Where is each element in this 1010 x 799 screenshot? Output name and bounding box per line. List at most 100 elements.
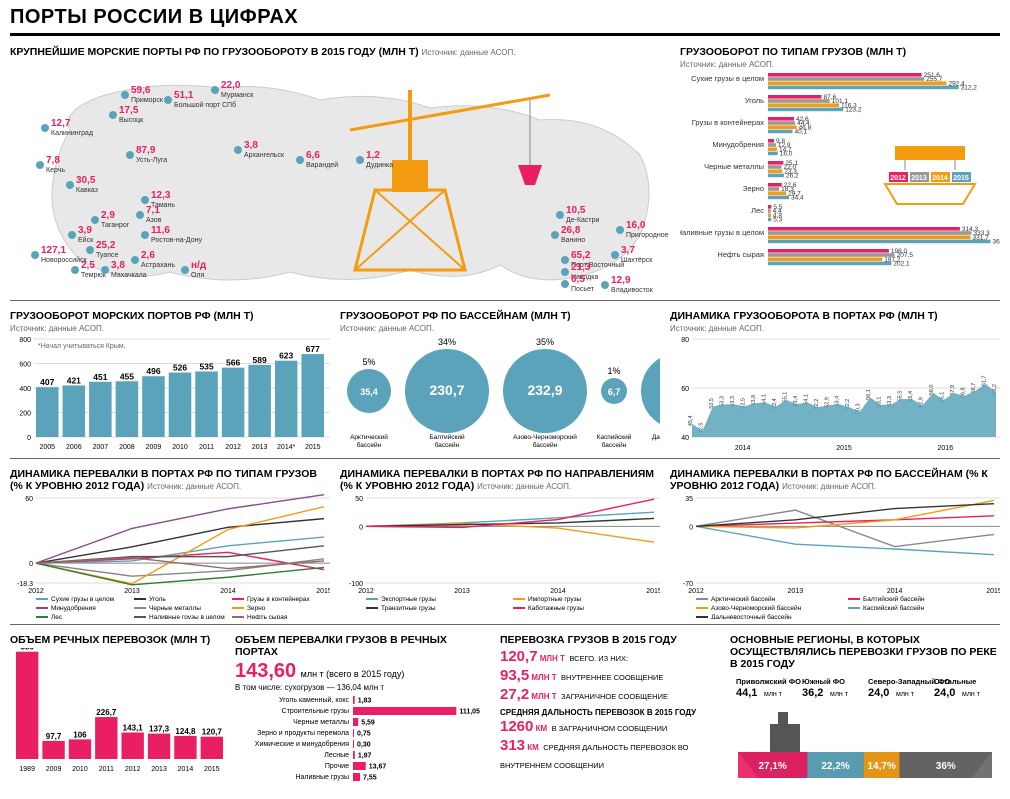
svg-text:2006: 2006 <box>66 444 82 451</box>
svg-text:2011: 2011 <box>199 444 214 451</box>
svg-text:бассейн: бассейн <box>602 441 627 449</box>
svg-text:580: 580 <box>21 648 35 652</box>
svg-text:421: 421 <box>67 375 81 385</box>
svg-text:143,1: 143,1 <box>123 724 144 733</box>
svg-text:2013: 2013 <box>454 588 470 595</box>
svg-text:12,3: 12,3 <box>151 190 171 201</box>
svg-text:Наливные грузы в целом: Наливные грузы в целом <box>149 614 225 619</box>
svg-text:0: 0 <box>27 435 31 442</box>
svg-text:535: 535 <box>199 361 213 371</box>
svg-text:Астрахань: Астрахань <box>141 262 175 269</box>
svg-text:Наливные грузы: Наливные грузы <box>295 774 349 781</box>
svg-text:40: 40 <box>681 435 689 442</box>
svg-text:Химические и минудобрения: Химические и минудобрения <box>255 740 349 748</box>
svg-text:Азово-Черноморский бассейн: Азово-Черноморский бассейн <box>711 604 802 612</box>
svg-text:106: 106 <box>73 730 87 739</box>
svg-text:5,59: 5,59 <box>361 720 375 727</box>
svg-text:Уголь каменный, кокс: Уголь каменный, кокс <box>279 696 350 704</box>
svg-text:Строительные грузы: Строительные грузы <box>282 708 349 715</box>
cargo-types-title: ГРУЗООБОРОТ ПО ТИПАМ ГРУЗОВ (МЛН Т) <box>680 46 1000 58</box>
svg-text:226,7: 226,7 <box>96 708 117 717</box>
svg-text:Зерно: Зерно <box>743 184 764 193</box>
svg-text:Арктический бассейн: Арктический бассейн <box>711 595 776 603</box>
svg-text:Экспортные грузы: Экспортные грузы <box>381 596 436 603</box>
svg-text:400: 400 <box>19 386 31 393</box>
svg-text:Южный ФО: Южный ФО <box>802 677 845 686</box>
svg-text:7,8: 7,8 <box>46 155 60 166</box>
turnover-source: Источник: данные АСОП. <box>10 324 330 333</box>
svg-text:2,6: 2,6 <box>141 250 155 261</box>
svg-text:Грузы в контейнерах: Грузы в контейнерах <box>247 595 310 603</box>
svg-text:2016: 2016 <box>938 445 954 452</box>
main-title: ПОРТЫ РОССИИ В ЦИФРАХ <box>10 6 1000 36</box>
transport-body: 120,7 МЛН Т ВСЕГО. ИЗ НИХ:93,5 МЛН Т ВНУ… <box>500 648 720 773</box>
svg-text:2012: 2012 <box>28 588 44 595</box>
svg-text:2012: 2012 <box>358 588 374 595</box>
svg-text:-70: -70 <box>683 581 693 588</box>
svg-text:Оля: Оля <box>191 272 204 279</box>
divider <box>10 458 1000 459</box>
dynamics-ports-chart: 40608045,442,552,553,353,352,553,854,152… <box>670 333 1000 453</box>
svg-text:Дальневосточный: Дальневосточный <box>652 433 660 441</box>
svg-text:Уголь: Уголь <box>149 596 166 603</box>
svg-text:2013: 2013 <box>151 766 167 773</box>
svg-text:65,2: 65,2 <box>571 250 591 261</box>
svg-text:2014: 2014 <box>220 588 236 595</box>
svg-text:111,05: 111,05 <box>459 709 480 716</box>
svg-text:59,6: 59,6 <box>131 85 151 96</box>
svg-text:27,1%: 27,1% <box>758 761 786 772</box>
svg-text:11,6: 11,6 <box>151 225 170 236</box>
svg-text:22,2%: 22,2% <box>821 761 849 772</box>
svg-text:Сухие грузы в целом: Сухие грузы в целом <box>691 74 764 83</box>
svg-text:51,1: 51,1 <box>174 90 194 101</box>
svg-text:Посьет: Посьет <box>571 286 595 293</box>
svg-text:80: 80 <box>681 337 689 344</box>
svg-text:24,0: 24,0 <box>868 687 889 699</box>
svg-text:*Начал учитываться Крым.: *Начал учитываться Крым. <box>38 343 126 350</box>
svg-text:12,9: 12,9 <box>611 275 631 286</box>
svg-text:2008: 2008 <box>119 444 135 451</box>
divider <box>10 624 1000 625</box>
svg-text:12,7: 12,7 <box>51 118 71 129</box>
svg-text:Мурманск: Мурманск <box>221 92 254 99</box>
svg-text:-100: -100 <box>349 581 363 588</box>
svg-text:36,2: 36,2 <box>802 687 823 699</box>
svg-text:Грузы в контейнерах: Грузы в контейнерах <box>692 118 765 127</box>
svg-text:Архангельск: Архангельск <box>244 152 285 159</box>
svg-text:124,8: 124,8 <box>175 727 196 736</box>
svg-text:14,7%: 14,7% <box>867 761 895 772</box>
svg-text:566: 566 <box>226 358 240 368</box>
svg-text:50: 50 <box>355 496 363 503</box>
svg-text:34,4: 34,4 <box>791 195 804 202</box>
svg-text:10,5: 10,5 <box>566 205 586 216</box>
svg-text:2014: 2014 <box>932 175 948 182</box>
svg-text:2012: 2012 <box>125 766 141 773</box>
russia-map: 59,6Приморск51,1Большой порт СПб22,0Мурм… <box>10 60 670 295</box>
basins-source: Источник: данные АСОП. <box>340 324 660 333</box>
svg-text:2009: 2009 <box>46 766 62 773</box>
svg-text:Де-Кастри: Де-Кастри <box>566 217 600 224</box>
svg-text:бассейн: бассейн <box>435 441 460 449</box>
svg-text:13,67: 13,67 <box>369 764 387 771</box>
svg-text:Балтийский: Балтийский <box>429 433 465 441</box>
svg-text:451: 451 <box>93 372 107 382</box>
svg-text:589: 589 <box>253 355 267 365</box>
svg-text:22,0: 22,0 <box>221 80 241 91</box>
svg-text:-18.3: -18.3 <box>17 581 33 588</box>
svg-text:Наливные грузы в целом: Наливные грузы в целом <box>680 228 764 237</box>
svg-text:Приморск: Приморск <box>131 97 164 104</box>
svg-text:25,2: 25,2 <box>96 240 116 251</box>
svg-text:56,1: 56,1 <box>866 389 872 400</box>
basins-chart: 5%35,4Арктическийбассейн34%230,7Балтийск… <box>340 333 660 453</box>
svg-text:Минудобрения: Минудобрения <box>51 604 96 612</box>
svg-text:2012: 2012 <box>688 588 704 595</box>
svg-text:87,9: 87,9 <box>136 145 156 156</box>
map-title: КРУПНЕЙШИЕ МОРСКИЕ ПОРТЫ РФ ПО ГРУЗООБОР… <box>10 46 670 58</box>
svg-text:232,9: 232,9 <box>527 382 562 398</box>
svg-text:1%: 1% <box>607 366 620 376</box>
svg-text:2013: 2013 <box>252 444 268 451</box>
river-ports-sub: В том числе: сухогрузов — 136,04 млн т <box>235 683 490 692</box>
svg-text:2009: 2009 <box>146 444 162 451</box>
svg-text:Дудинка: Дудинка <box>366 162 393 169</box>
svg-text:Черные металлы: Черные металлы <box>704 162 764 171</box>
